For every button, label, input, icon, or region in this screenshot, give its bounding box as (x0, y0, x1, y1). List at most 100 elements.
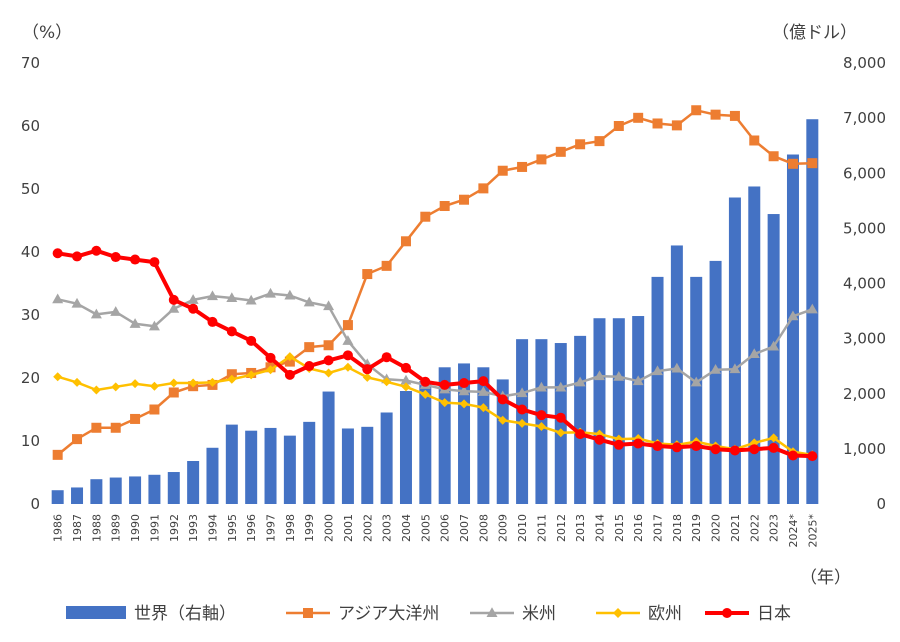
left-tick-label: 50 (21, 180, 40, 198)
data-point (459, 194, 470, 205)
data-point (226, 292, 238, 302)
bar (496, 379, 509, 504)
data-point (458, 385, 470, 396)
x-tick-label: 2020 (710, 514, 723, 542)
data-point (129, 318, 141, 328)
data-point (555, 146, 566, 157)
data-point (284, 289, 296, 300)
data-point (459, 378, 470, 389)
legend-label: 欧州 (648, 604, 682, 624)
data-point (168, 294, 179, 305)
right-axis-unit: （億ドル） (772, 23, 857, 43)
data-point (285, 352, 295, 362)
data-point (130, 254, 141, 265)
data-point (207, 316, 218, 327)
left-tick-label: 70 (21, 54, 40, 72)
data-point (671, 362, 683, 373)
x-tick-label: 2005 (419, 514, 432, 542)
data-point (266, 365, 276, 375)
bar (632, 316, 645, 504)
data-point (536, 410, 547, 421)
data-point (362, 372, 372, 382)
data-point (226, 369, 237, 380)
data-point (130, 379, 140, 389)
data-point (535, 381, 547, 392)
bar (187, 461, 200, 504)
data-point (498, 415, 508, 425)
legend-label: 日本 (757, 604, 791, 624)
legend-label: 米州 (522, 604, 556, 624)
data-point (729, 445, 740, 456)
right-tick-label: 5,000 (843, 219, 886, 237)
data-point (110, 306, 122, 316)
data-point (400, 374, 412, 385)
data-point (323, 300, 335, 311)
bar (574, 335, 587, 504)
data-point (633, 112, 644, 123)
data-point (420, 389, 430, 399)
legend-item: アジア大洋州 (286, 604, 439, 624)
data-point (594, 434, 605, 445)
data-point (593, 370, 605, 381)
data-point (613, 439, 624, 450)
data-point (497, 394, 508, 405)
x-tick-label: 1999 (303, 514, 316, 542)
data-point (148, 320, 160, 331)
x-tick-label: 2007 (458, 514, 471, 542)
data-point (381, 260, 392, 271)
legend-item: 世界（右軸） (66, 604, 236, 624)
bar (51, 490, 64, 504)
data-point (149, 257, 160, 268)
x-tick-label: 1989 (110, 514, 123, 542)
bar (651, 276, 664, 504)
data-point (382, 377, 392, 387)
data-point (691, 441, 702, 452)
legend-item: 日本 (705, 604, 791, 624)
data-point (440, 398, 450, 408)
data-point (420, 211, 431, 222)
bar (419, 381, 432, 504)
data-point (52, 248, 63, 259)
legend-marker (486, 607, 498, 617)
data-point (324, 368, 334, 378)
data-point (749, 444, 760, 455)
data-point (807, 451, 818, 462)
bar (341, 428, 354, 504)
data-point (304, 342, 315, 353)
bar (728, 197, 741, 504)
data-point (226, 326, 237, 337)
data-point (52, 293, 64, 304)
bar (458, 363, 471, 504)
bar (399, 390, 412, 504)
data-point (555, 412, 566, 423)
bar (206, 447, 219, 504)
x-tick-label: 2017 (652, 514, 665, 542)
data-point (53, 372, 63, 382)
data-point (265, 287, 277, 298)
legend-marker (722, 608, 732, 618)
data-point (206, 290, 218, 301)
left-tick-label: 30 (21, 306, 40, 324)
data-point (400, 362, 411, 373)
data-point (188, 303, 199, 314)
data-point (671, 442, 682, 453)
data-point (632, 375, 644, 386)
line-series-group (52, 105, 818, 462)
bar (90, 479, 103, 504)
right-tick-label: 6,000 (843, 164, 886, 182)
x-tick-label: 2016 (632, 514, 645, 542)
data-point (342, 335, 354, 345)
x-tick-label: 2025* (806, 514, 819, 548)
data-point (188, 378, 198, 388)
x-tick-label: 2015 (613, 514, 626, 542)
bar (322, 391, 335, 504)
bar (225, 424, 238, 504)
data-point (768, 151, 779, 162)
data-point (343, 362, 353, 372)
data-point (768, 340, 780, 351)
data-point (342, 350, 353, 361)
bar (690, 276, 703, 504)
data-point (420, 376, 431, 387)
data-point (787, 158, 798, 169)
legend-label: 世界（右軸） (134, 604, 236, 624)
